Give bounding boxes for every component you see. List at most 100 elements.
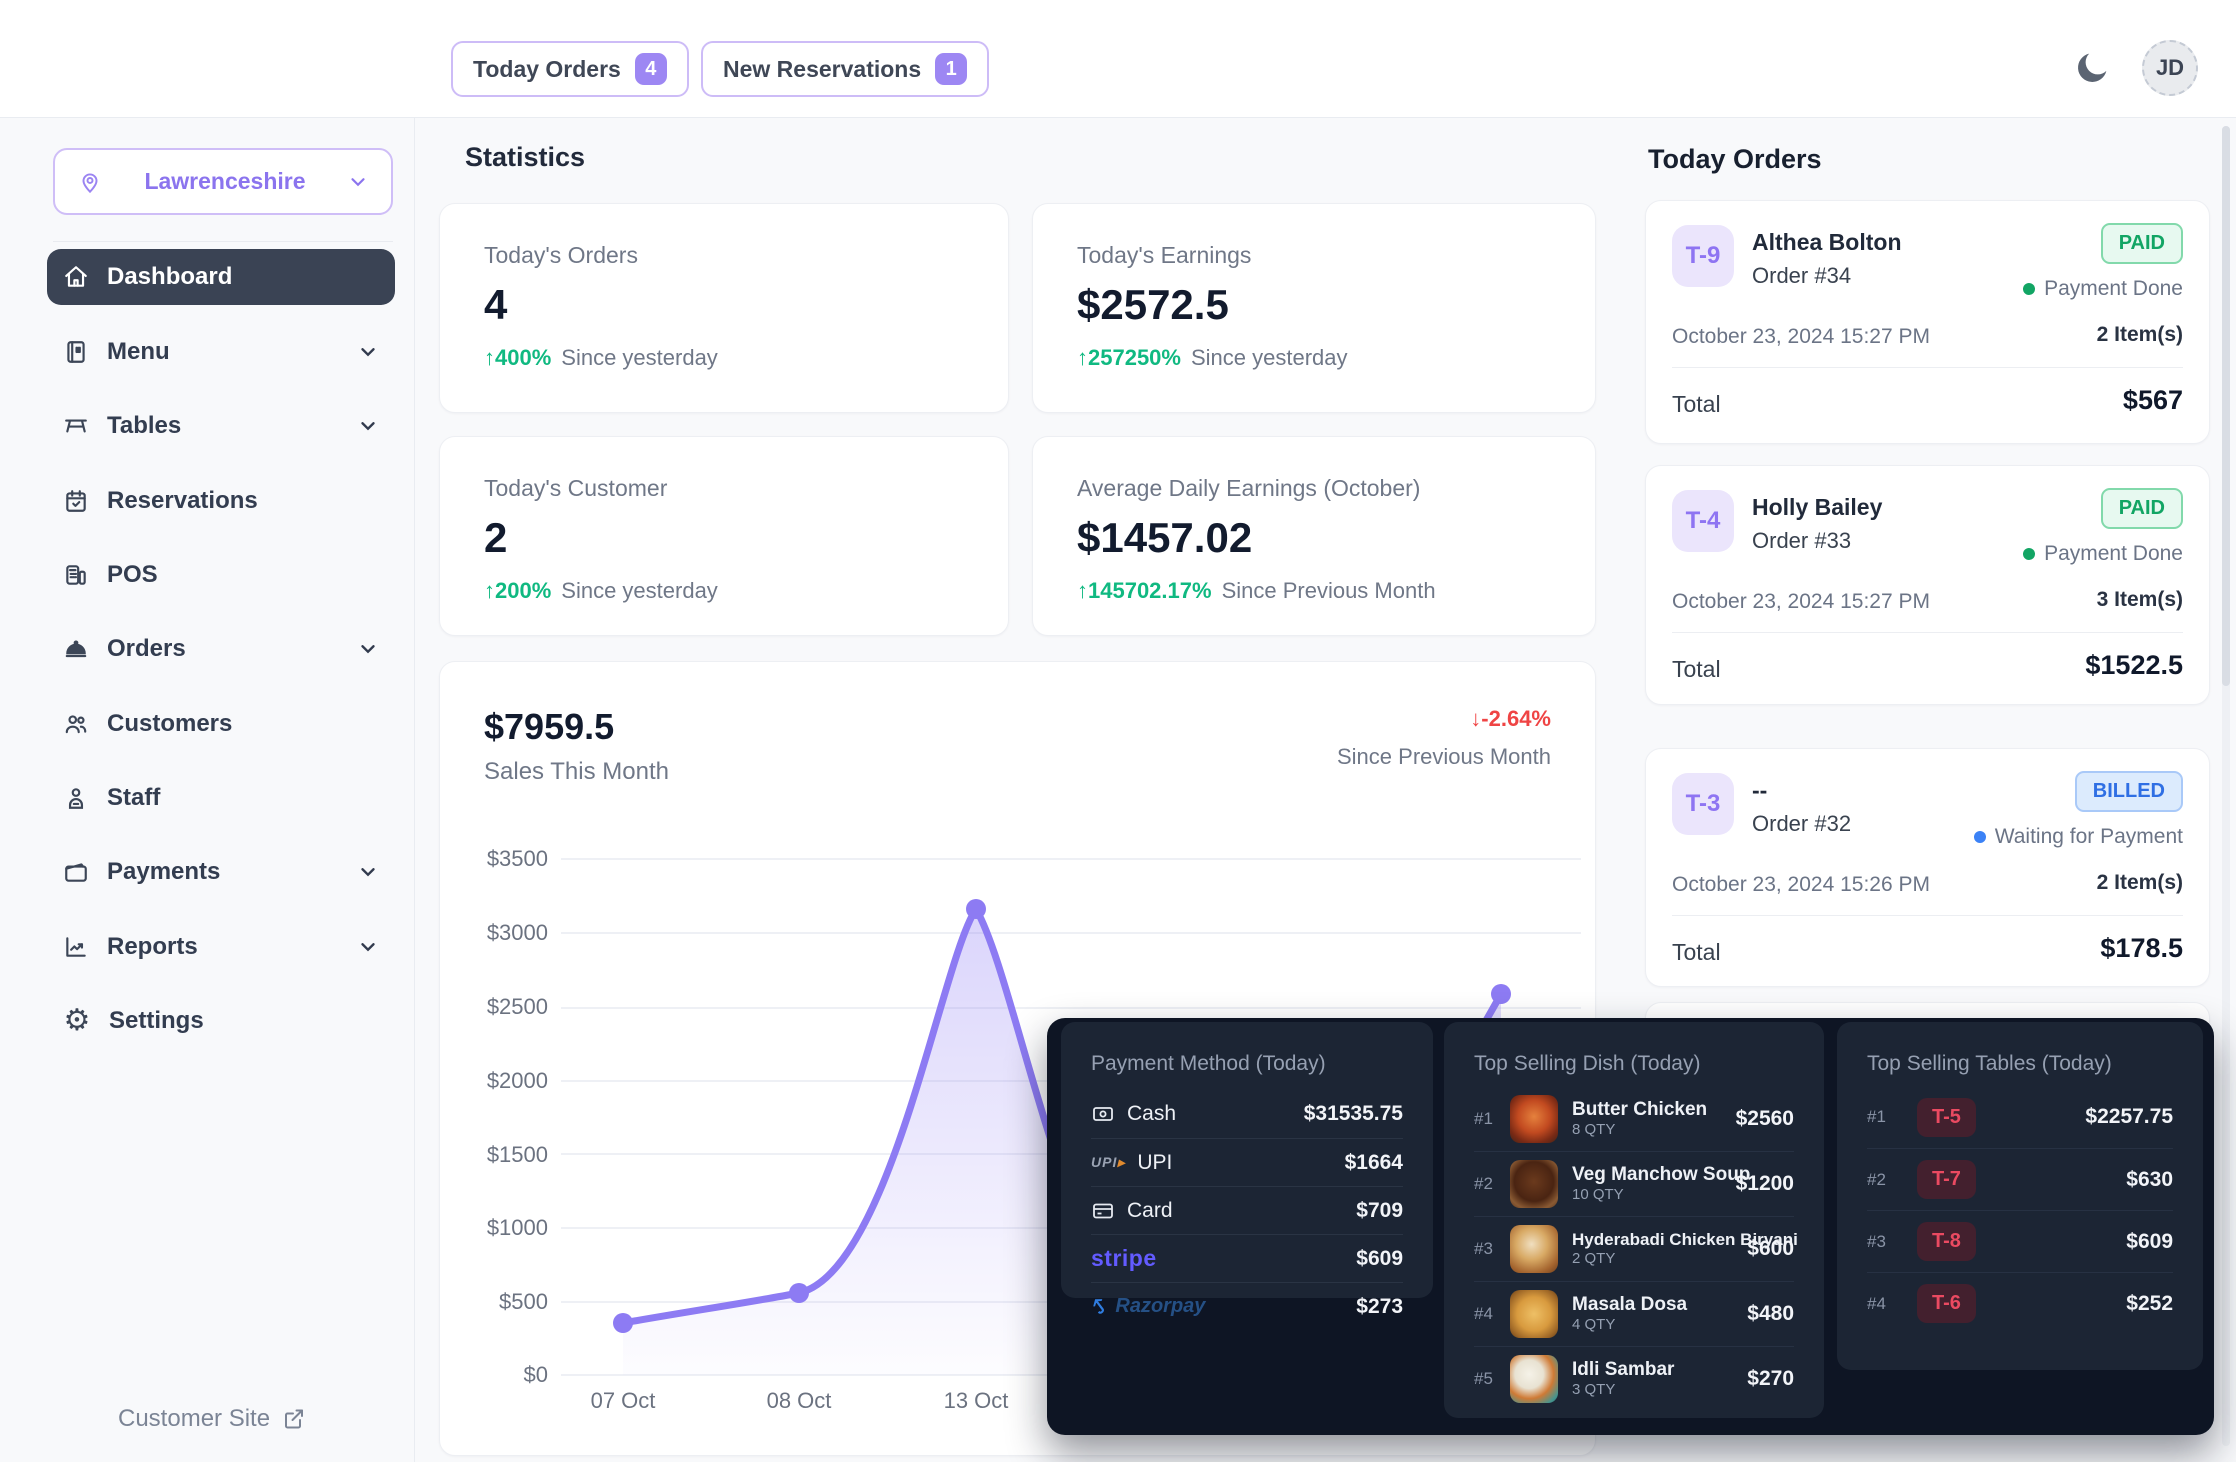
sales-subtitle: Sales This Month xyxy=(484,758,669,785)
table-price: $630 xyxy=(2126,1167,2173,1191)
dish-row: #1 Butter Chicken 8 QTY $2560 xyxy=(1474,1086,1794,1151)
chevron-down-icon xyxy=(361,868,375,877)
scrollbar-thumb[interactable] xyxy=(2222,126,2230,686)
y-axis-tick: $1500 xyxy=(486,1142,548,1167)
order-number: Order #32 xyxy=(1752,811,1852,836)
reports-chart-icon xyxy=(66,937,86,957)
sidebar-item-label: Staff xyxy=(107,784,161,811)
stat-change-pct: 145702.17% xyxy=(1088,578,1212,603)
sidebar-divider xyxy=(414,118,415,1462)
order-table-badge: T-4 xyxy=(1672,490,1734,552)
order-datetime: October 23, 2024 15:26 PM xyxy=(1672,873,1930,896)
pos-terminal-icon xyxy=(66,565,86,585)
table-badge: T-7 xyxy=(1917,1160,1976,1199)
avatar[interactable]: JD xyxy=(2142,40,2198,96)
order-table-badge: T-3 xyxy=(1672,773,1734,835)
order-total-label: Total xyxy=(1672,391,1721,417)
stat-change-pct: 400% xyxy=(495,345,552,370)
sidebar-item-label: Reservations xyxy=(107,487,258,514)
today-orders-button-label: Today Orders xyxy=(473,55,621,82)
stat-title: Today's Customer xyxy=(484,475,668,501)
arrow-up-icon: ↑ xyxy=(1077,345,1088,370)
sidebar-item-staff[interactable]: Staff xyxy=(47,770,395,826)
today-orders-button[interactable]: Today Orders 4 xyxy=(451,41,689,97)
arrow-down-icon: ↓ xyxy=(1470,706,1482,731)
dark-mode-toggle[interactable] xyxy=(2072,48,2112,88)
order-total-value: $178.5 xyxy=(2100,933,2183,963)
chevron-down-icon xyxy=(361,422,375,431)
order-card[interactable]: T-4 Holly Bailey Order #33 PAID Payment … xyxy=(1645,465,2210,705)
dish-rank: #3 xyxy=(1474,1239,1493,1258)
table-price: $2257.75 xyxy=(2085,1105,2173,1128)
dish-qty: 2 QTY xyxy=(1572,1250,1616,1267)
order-customer-name: Holly Bailey xyxy=(1752,494,1883,520)
table-badge: T-6 xyxy=(1917,1284,1976,1323)
order-customer-name: -- xyxy=(1752,777,1768,803)
dish-image xyxy=(1510,1355,1558,1403)
sidebar-item-orders[interactable]: Orders xyxy=(47,621,395,677)
location-name: Lawrenceshire xyxy=(144,168,306,194)
sidebar-item-label: Dashboard xyxy=(107,263,233,290)
cash-icon xyxy=(1093,1107,1113,1121)
chevron-down-icon xyxy=(351,177,365,186)
chart-point xyxy=(1491,984,1511,1004)
top-header: Today Orders 4 New Reservations 1 JD xyxy=(0,0,2236,118)
sidebar-item-label: POS xyxy=(107,561,158,588)
customer-site-link[interactable]: Customer Site xyxy=(118,1405,306,1433)
order-datetime: October 23, 2024 15:27 PM xyxy=(1672,590,1930,613)
stat-title: Average Daily Earnings (October) xyxy=(1077,475,1421,501)
sidebar-item-tables[interactable]: Tables xyxy=(47,398,395,454)
chart-point xyxy=(966,899,986,919)
top-selling-tables-panel: Top Selling Tables (Today) #1 T-5 $2257.… xyxy=(1837,1022,2203,1370)
y-axis-tick: $0 xyxy=(523,1362,548,1387)
staff-icon xyxy=(68,788,84,809)
payment-row: UPI▸ UPI $1664 xyxy=(1091,1138,1403,1186)
sidebar-item-pos[interactable]: POS xyxy=(47,547,395,603)
y-axis-tick: $3500 xyxy=(486,846,548,871)
sidebar-item-dashboard[interactable]: Dashboard xyxy=(47,249,395,305)
dish-price: $480 xyxy=(1747,1302,1794,1325)
dish-image xyxy=(1510,1290,1558,1338)
sidebar-item-payments[interactable]: Payments xyxy=(47,844,395,900)
location-selector[interactable]: Lawrenceshire xyxy=(53,148,393,215)
order-status-badge: PAID xyxy=(2100,223,2183,264)
table-row: #4 T-6 $252 xyxy=(1867,1272,2173,1334)
status-dot xyxy=(1973,831,1986,843)
scrollbar-track[interactable] xyxy=(2222,126,2230,1446)
sidebar-item-customers[interactable]: Customers xyxy=(47,696,395,752)
stat-value: 2 xyxy=(484,514,508,561)
dish-qty: 4 QTY xyxy=(1572,1316,1616,1333)
sidebar-item-settings[interactable]: ⚙ Settings xyxy=(47,993,395,1049)
new-reservations-button[interactable]: New Reservations 1 xyxy=(701,41,990,97)
stat-value: $2572.5 xyxy=(1077,281,1229,328)
sidebar-item-label: Settings xyxy=(109,1007,204,1034)
table-row: #3 T-8 $609 xyxy=(1867,1210,2173,1272)
order-card[interactable]: T-3 -- Order #32 BILLED Waiting for Paym… xyxy=(1645,748,2210,987)
table-price: $609 xyxy=(2126,1229,2173,1253)
table-price: $252 xyxy=(2126,1291,2173,1315)
payment-row: ⤣ Razorpay $273 xyxy=(1091,1282,1403,1330)
payment-row: Card $709 xyxy=(1091,1186,1403,1234)
table-rank: #3 xyxy=(1867,1231,1886,1251)
y-axis-tick: $500 xyxy=(499,1289,548,1314)
table-row: #2 T-7 $630 xyxy=(1867,1148,2173,1210)
new-reservations-button-label: New Reservations xyxy=(723,55,922,82)
x-axis-tick: 08 Oct xyxy=(766,1388,832,1413)
sidebar-item-reservations[interactable]: Reservations xyxy=(47,473,395,529)
dish-image xyxy=(1510,1094,1558,1143)
order-datetime: October 23, 2024 15:27 PM xyxy=(1672,325,1930,348)
avatar-initials: JD xyxy=(2155,55,2185,80)
order-status-note: Waiting for Payment xyxy=(1973,825,2183,849)
arrow-up-icon: ↑ xyxy=(484,578,495,603)
order-card[interactable]: T-9 Althea Bolton Order #34 PAID Payment… xyxy=(1645,200,2210,444)
sidebar-item-reports[interactable]: Reports xyxy=(47,919,395,975)
payment-label: Card xyxy=(1127,1198,1173,1222)
upi-icon: UPI▸ xyxy=(1091,1154,1126,1170)
payment-value: $709 xyxy=(1356,1198,1403,1222)
location-pin-icon xyxy=(82,172,98,193)
sidebar-item-menu[interactable]: Menu xyxy=(47,324,395,380)
new-reservations-count-badge: 1 xyxy=(935,53,968,85)
order-item-count: 3 Item(s) xyxy=(2096,588,2183,611)
dish-name: Hyderabadi Chicken Biryani xyxy=(1572,1230,1798,1249)
